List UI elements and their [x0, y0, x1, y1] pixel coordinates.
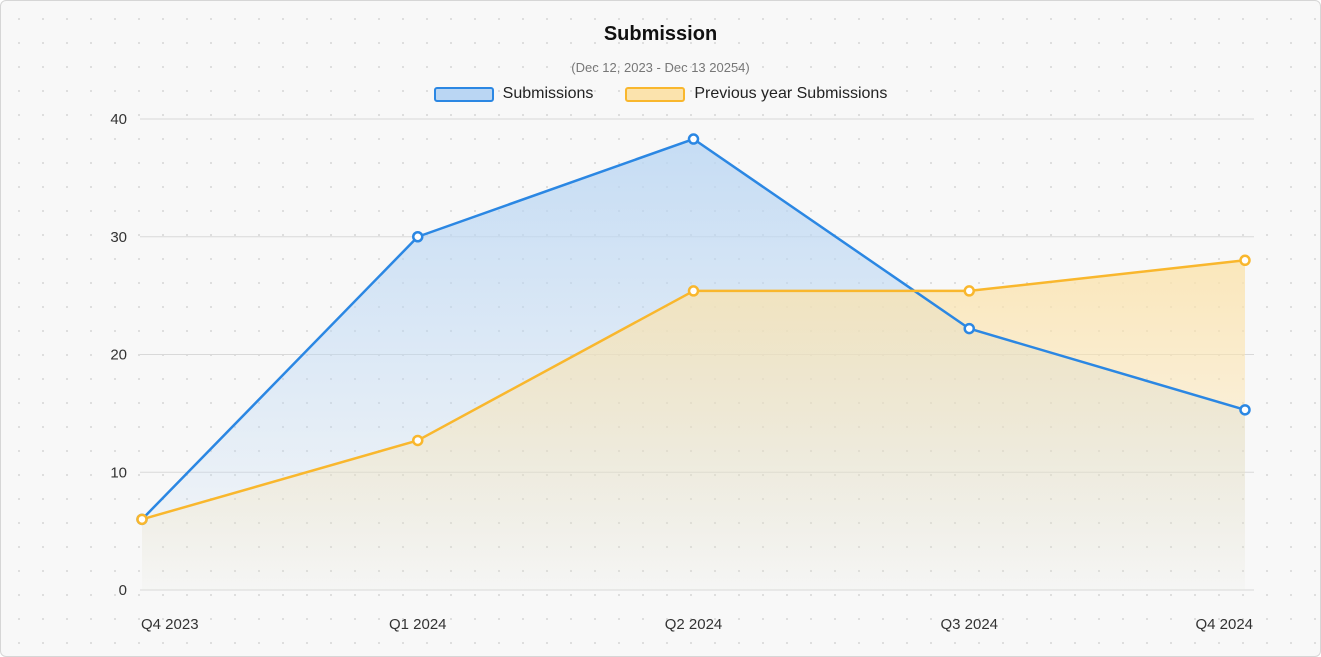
chart-title: Submission	[603, 23, 718, 45]
data-point	[412, 434, 424, 447]
data-point	[963, 285, 975, 297]
legend-swatch-submissions	[433, 86, 494, 102]
legend-swatch-previous-year	[625, 86, 686, 102]
y-tick-label: 30	[110, 229, 127, 246]
chart-legend: Submissions Previous year Submissions	[1, 85, 1320, 103]
y-tick-label: 40	[110, 111, 127, 128]
legend-label-submissions: Submissions	[502, 85, 594, 102]
legend-item-submissions[interactable]: Submissions	[433, 85, 594, 103]
legend-label-previous-year: Previous year Submissions	[694, 85, 888, 102]
chart-subtitle: (Dec 12, 2023 - Dec 13 20254)	[571, 60, 750, 75]
data-point	[687, 133, 700, 145]
x-tick-label: Q3 2024	[940, 616, 998, 633]
data-point	[963, 322, 975, 335]
data-point	[687, 285, 700, 297]
data-point	[1239, 404, 1251, 416]
x-tick-label: Q2 2024	[665, 616, 723, 633]
y-tick-label: 20	[110, 347, 127, 364]
y-tick-label: 10	[110, 464, 127, 481]
x-tick-label: Q4 2023	[141, 616, 199, 633]
x-tick-label: Q4 2024	[1195, 616, 1253, 633]
y-tick-label: 0	[119, 582, 127, 599]
data-point	[1239, 254, 1251, 267]
data-point	[412, 231, 424, 243]
x-tick-label: Q1 2024	[389, 616, 447, 633]
legend-item-previous-year[interactable]: Previous year Submissions	[625, 85, 887, 103]
data-point	[136, 513, 148, 526]
series-area-1	[142, 260, 1245, 590]
